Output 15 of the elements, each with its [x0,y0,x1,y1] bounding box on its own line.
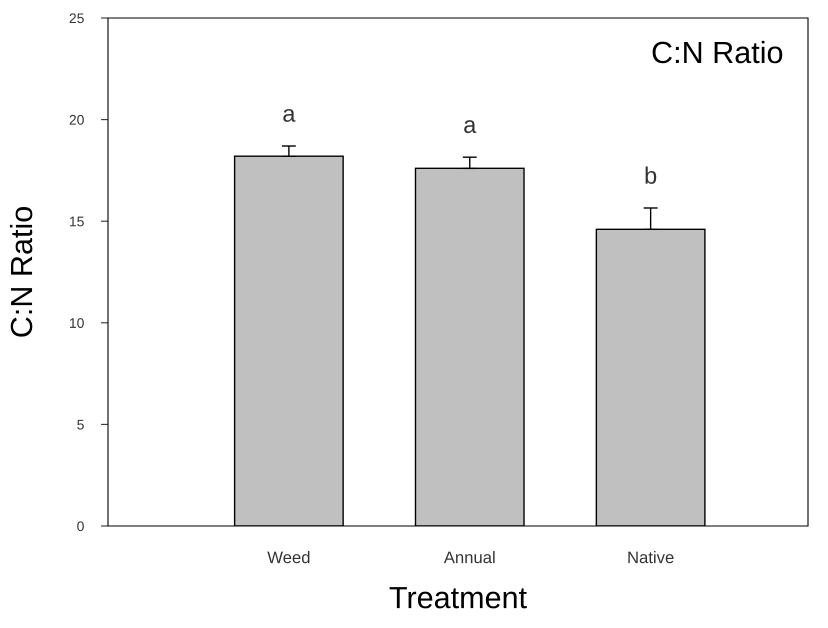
y-tick-label: 15 [70,216,84,226]
annotation: b [646,166,656,184]
y-tick-label: 0 [77,521,84,532]
x-axis-title: Treatment [390,587,527,608]
annotation: a [464,120,476,134]
x-tick-label: Annual [444,551,495,564]
y-tick-label: 25 [70,13,84,24]
text: C:N Ratio [652,40,782,64]
y-axis-title: C:N Ratio [10,207,32,337]
x-tick-label: Weed [267,551,310,564]
annotation: a [283,108,296,122]
y-tick-label: 5 [77,420,84,430]
y-tick-label: 20 [70,114,84,125]
y-tick-label: 10 [70,318,84,328]
x-tick-label: Native [628,551,674,564]
